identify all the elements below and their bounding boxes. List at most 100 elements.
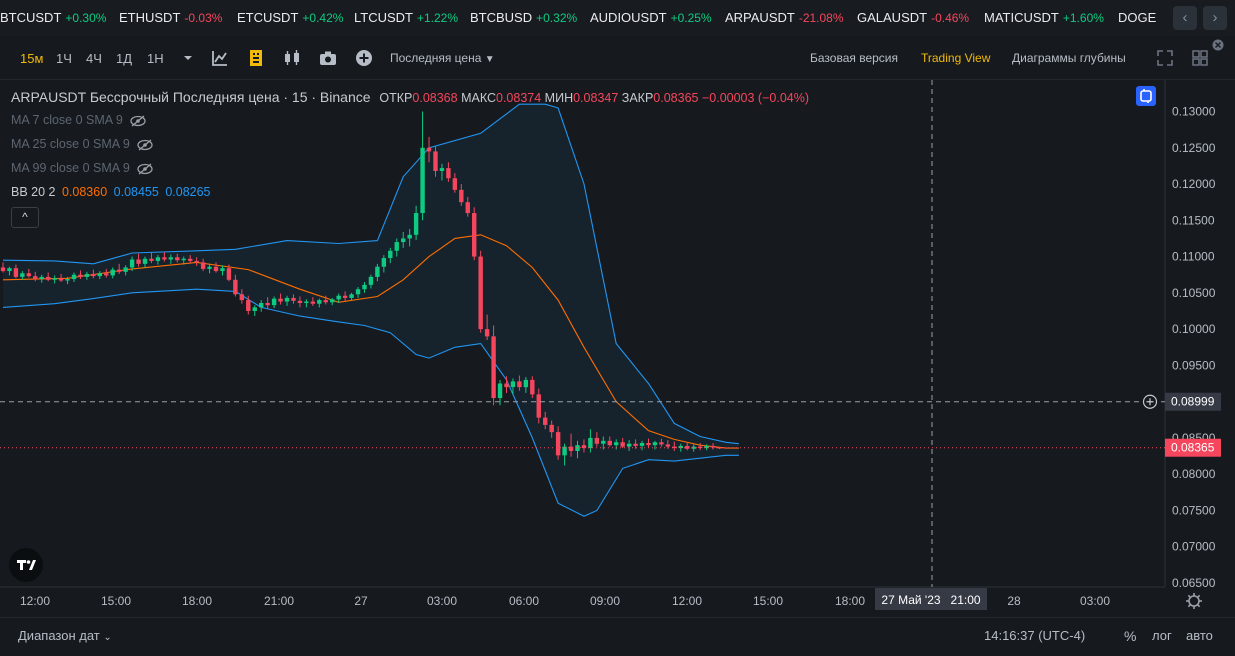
eye-hidden-icon[interactable] bbox=[136, 139, 154, 151]
time-tick-label: 18:00 bbox=[182, 594, 212, 608]
gear-tooth bbox=[1197, 594, 1201, 598]
eye-hidden-icon[interactable] bbox=[129, 115, 147, 127]
view-depth[interactable]: Диаграммы глубины bbox=[1012, 51, 1126, 65]
candle-body bbox=[504, 383, 509, 388]
candle-body bbox=[194, 260, 199, 263]
tradingview-logo[interactable] bbox=[9, 548, 43, 582]
log-toggle[interactable]: лог bbox=[1152, 628, 1172, 643]
ticker-change: +1.22% bbox=[416, 11, 459, 25]
candle-body bbox=[104, 273, 109, 276]
timeframe-4h[interactable]: 4Ч bbox=[86, 51, 102, 66]
price-type-select[interactable]: Последняя цена ▼ bbox=[390, 51, 495, 65]
gear-icon[interactable] bbox=[1188, 595, 1200, 607]
ticker-change: -0.46% bbox=[931, 11, 970, 25]
chart-type-icon[interactable] bbox=[246, 48, 266, 68]
close-icon[interactable] bbox=[1212, 39, 1224, 51]
candle-body bbox=[517, 381, 522, 388]
ma25-label: MA 25 close 0 SMA 9 bbox=[11, 137, 130, 151]
ticker-item-btcbusd[interactable]: BTCBUSD +0.32% bbox=[470, 10, 577, 25]
ma7-legend[interactable]: MA 7 close 0 SMA 9 bbox=[11, 113, 147, 127]
ma25-legend[interactable]: MA 25 close 0 SMA 9 bbox=[11, 137, 154, 151]
chevron-down-icon[interactable] bbox=[178, 48, 198, 68]
ticker-next-icon[interactable]: › bbox=[1203, 6, 1227, 30]
candle-body bbox=[594, 437, 600, 444]
eye-hidden-icon[interactable] bbox=[136, 163, 154, 175]
gear-tooth bbox=[1187, 604, 1191, 608]
last-price-label: 0.08365 bbox=[1171, 441, 1215, 455]
view-basic[interactable]: Базовая версия bbox=[810, 51, 898, 65]
candle-body bbox=[510, 381, 516, 388]
auto-toggle[interactable]: авто bbox=[1186, 628, 1213, 643]
price-tick-label: 0.11000 bbox=[1172, 250, 1215, 264]
ticker-item-arpausdt[interactable]: ARPAUSDT -21.08% bbox=[725, 10, 844, 25]
ticker-item-galausdt[interactable]: GALAUSDT -0.46% bbox=[857, 10, 969, 25]
crosshair-time-badge bbox=[875, 588, 987, 610]
ma99-legend[interactable]: MA 99 close 0 SMA 9 bbox=[11, 161, 154, 175]
timeframe-1d[interactable]: 1Д bbox=[116, 51, 133, 66]
candle-body bbox=[536, 394, 541, 418]
price-tick-label: 0.09500 bbox=[1172, 358, 1216, 372]
candles-icon[interactable] bbox=[282, 48, 302, 68]
bb-lower-line bbox=[2, 288, 739, 517]
candle-body bbox=[407, 234, 412, 239]
ticker-item-ltcusdt[interactable]: LTCUSDT +1.22% bbox=[354, 10, 458, 25]
candle-body bbox=[207, 266, 212, 269]
plus-icon[interactable] bbox=[354, 48, 374, 68]
time-tick-label: 03:00 bbox=[1080, 594, 1110, 608]
price-tick-label: 0.11500 bbox=[1172, 213, 1215, 227]
last-price-badge bbox=[1165, 438, 1221, 457]
timeframe-1w[interactable]: 1Н bbox=[147, 51, 164, 66]
chevron-down-icon: ▼ bbox=[484, 54, 495, 65]
ticker-bar: BTCUSDT +0.30% ETHUSDT -0.03% ETCUSDT +0.42% L… bbox=[0, 0, 1235, 36]
candle-body bbox=[381, 258, 387, 267]
candle-body bbox=[33, 276, 38, 280]
candle-body bbox=[672, 446, 677, 449]
candle-body bbox=[65, 279, 70, 281]
candle-body bbox=[297, 300, 303, 304]
candle-body bbox=[213, 266, 219, 272]
ticker-item-maticusdt[interactable]: MATICUSDT +1.60% bbox=[984, 10, 1104, 25]
time-tick-label: 12:00 bbox=[672, 594, 702, 608]
ticker-item-audiousdt[interactable]: AUDIOUSDT +0.25% bbox=[590, 10, 712, 25]
close-label: ЗАКР bbox=[621, 91, 654, 105]
fullscreen-icon[interactable] bbox=[1155, 48, 1175, 68]
view-tradingview[interactable]: Trading View bbox=[921, 51, 991, 65]
timeframe-1h[interactable]: 1Ч bbox=[56, 51, 72, 66]
ticker-symbol: BTCBUSD bbox=[470, 10, 533, 25]
time-tick-label: 21:00 bbox=[264, 594, 294, 608]
ticker-symbol: AUDIOUSDT bbox=[590, 10, 667, 25]
candle-body bbox=[0, 267, 6, 272]
ticker-symbol: MATICUSDT bbox=[984, 10, 1059, 25]
bb-basis-value: 0.08360 bbox=[61, 185, 108, 199]
ticker-item-btcusdt[interactable]: BTCUSDT +0.30% bbox=[0, 10, 106, 25]
candle-body bbox=[13, 268, 19, 277]
candle-body bbox=[342, 295, 348, 298]
candle-body bbox=[601, 440, 606, 444]
symbol-line: ARPAUSDT Бессрочный Последняя цена · 15 … bbox=[11, 89, 371, 105]
ticker-prev-icon[interactable]: ‹ bbox=[1173, 6, 1197, 30]
crosshair-time-label: 27 Май '23 21:00 bbox=[881, 593, 981, 607]
timeframe-15m[interactable]: 15м bbox=[20, 51, 44, 66]
ticker-item-etcusdt[interactable]: ETCUSDT +0.42% bbox=[237, 10, 343, 25]
camera-icon[interactable] bbox=[318, 48, 338, 68]
layout-grid-icon[interactable] bbox=[1190, 48, 1210, 68]
candle-body bbox=[413, 213, 419, 235]
ticker-item-doge[interactable]: DOGE bbox=[1118, 10, 1156, 25]
sync-button[interactable] bbox=[1136, 86, 1156, 106]
candle-body bbox=[323, 300, 328, 303]
time-tick-label: 09:00 bbox=[590, 594, 620, 608]
bb-legend[interactable]: BB 20 2 0.08360 0.08455 0.08265 bbox=[11, 185, 211, 199]
ticker-item-ethusdt[interactable]: ETHUSDT -0.03% bbox=[119, 10, 222, 25]
candle-body bbox=[433, 151, 438, 171]
candle-body bbox=[388, 250, 393, 259]
indicators-icon[interactable] bbox=[210, 48, 230, 68]
ticker-change: -21.08% bbox=[798, 11, 844, 25]
date-range-select[interactable]: Диапазон дат ⌄ bbox=[18, 628, 112, 643]
candle-body bbox=[226, 268, 232, 280]
candle-body bbox=[52, 278, 57, 280]
percent-toggle[interactable]: % bbox=[1124, 628, 1137, 644]
collapse-legend-button[interactable]: ^ bbox=[11, 207, 39, 228]
price-chart[interactable]: 0.13000 0.12500 0.12000 0.11500 0.11000 0.105… bbox=[0, 80, 1235, 617]
candle-body bbox=[394, 242, 399, 251]
gear-tooth bbox=[1197, 604, 1201, 608]
